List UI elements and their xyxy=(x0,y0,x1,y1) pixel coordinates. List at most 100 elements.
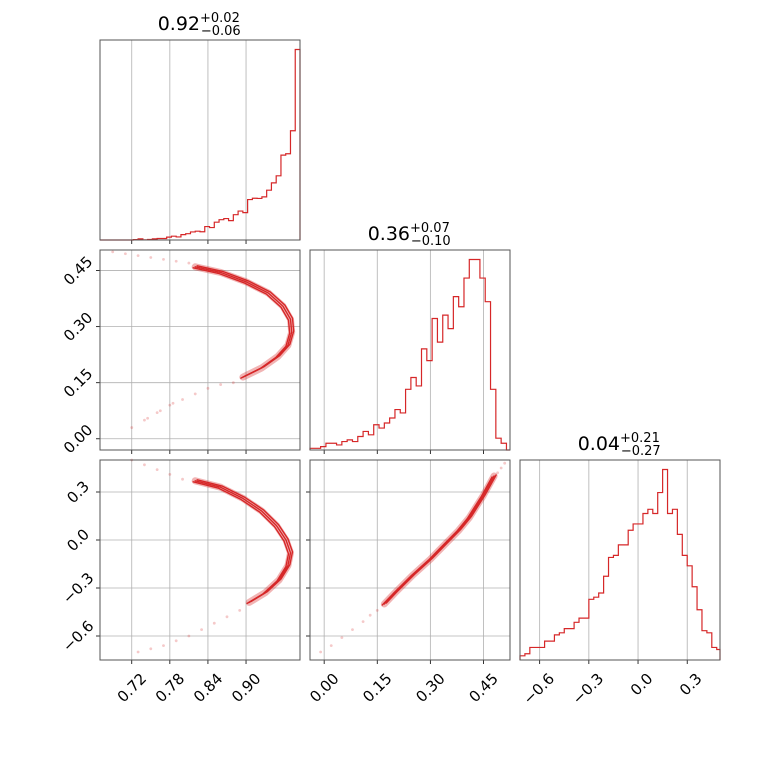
scatter-2-0-xtick-label-2: 0.84 xyxy=(190,670,226,706)
hist-1-bar-25 xyxy=(443,315,448,450)
scatter-1-0-point-11 xyxy=(181,398,184,401)
hist-0-bar-17 xyxy=(181,235,186,240)
hist-1-bar-26 xyxy=(448,329,453,450)
scatter-1-0-point-0 xyxy=(111,250,115,254)
hist-2-bar-24 xyxy=(638,524,643,660)
hist-2-bar-4 xyxy=(540,647,545,660)
hist-1-bar-3 xyxy=(326,443,331,450)
scatter-2-0-ytick-label-2: 0.0 xyxy=(63,525,93,555)
hist-2-bar-1 xyxy=(525,654,530,660)
hist-0-bar-26 xyxy=(224,219,229,240)
hist-2-bar-7 xyxy=(554,635,559,660)
hist-2-bar-18 xyxy=(609,557,614,660)
hist-2-frame xyxy=(519,459,721,661)
hist-2-title-plus: +0.21 xyxy=(620,431,660,446)
hist-1-bar-5 xyxy=(337,445,342,450)
scatter-2-1-point-4 xyxy=(361,620,365,623)
scatter-1-0-frame xyxy=(99,249,301,451)
scatter-1-0-point-9 xyxy=(155,411,159,415)
hist-1-bar-16 xyxy=(395,410,400,450)
scatter-2-1-point-0 xyxy=(319,650,323,654)
hist-2-bar-16 xyxy=(599,593,604,660)
hist-2-bar-8 xyxy=(559,633,564,660)
hist-2-bar-23 xyxy=(633,524,638,660)
hist-1-bar-17 xyxy=(400,413,405,450)
hist-1-bar-8 xyxy=(352,442,357,450)
hist-1-bar-12 xyxy=(374,425,379,450)
hist-2-xtick-label-0: −0.6 xyxy=(520,670,558,708)
hist-0-title-plus: +0.02 xyxy=(200,11,240,26)
scatter-2-1-point-8 xyxy=(499,466,503,470)
hist-0-bar-36 xyxy=(271,183,276,240)
hist-2-bar-12 xyxy=(579,618,584,660)
scatter-2-0-ytick-label-0: −0.6 xyxy=(59,617,97,655)
hist-2-bar-2 xyxy=(530,647,535,660)
scatter-1-0-ytick-label-1: 0.15 xyxy=(60,365,96,401)
scatter-1-0-point-16 xyxy=(146,416,150,420)
hist-2-bar-14 xyxy=(589,599,594,660)
hist-2-bar-37 xyxy=(702,631,707,660)
hist-1-bar-23 xyxy=(432,319,437,450)
scatter-2-1-point-2 xyxy=(340,636,344,639)
scatter-2-1-xtick-label-0: 0.00 xyxy=(306,670,342,706)
scatter-1-0-contour-2 xyxy=(196,265,295,377)
hist-1-bar-4 xyxy=(331,443,336,450)
scatter-2-0-point-12 xyxy=(225,615,229,619)
scatter-1-0-point-18 xyxy=(171,401,175,405)
hist-2-bar-15 xyxy=(594,597,599,660)
hist-2-bar-25 xyxy=(643,513,648,660)
scatter-2-0-point-2 xyxy=(155,468,159,471)
scatter-1-0-ytick-label-2: 0.30 xyxy=(60,309,96,345)
hist-2-bar-28 xyxy=(658,493,663,660)
scatter-2-1-contour-0 xyxy=(381,476,493,606)
scatter-2-1-point-3 xyxy=(351,628,354,631)
scatter-2-0-point-4 xyxy=(181,477,184,481)
hist-1-bar-32 xyxy=(480,278,485,450)
hist-1-bar-24 xyxy=(437,342,442,450)
hist-2-bar-22 xyxy=(628,530,633,660)
scatter-2-0-xtick-label-3: 0.90 xyxy=(228,670,264,706)
hist-1-step-line xyxy=(309,258,510,451)
scatter-2-0-ytick-label-1: −0.3 xyxy=(59,569,97,607)
scatter-2-1-point-7 xyxy=(496,471,500,475)
scatter-2-1-xtick-label-1: 0.15 xyxy=(359,670,395,706)
scatter-2-1-point-5 xyxy=(368,613,372,617)
hist-2-bar-30 xyxy=(668,513,673,660)
hist-2-bar-21 xyxy=(623,545,628,660)
scatter-2-0-contour-2 xyxy=(196,479,294,603)
hist-1-bar-35 xyxy=(496,438,501,450)
scatter-2-1-point-6 xyxy=(375,609,379,612)
hist-0-title-median: 0.92 xyxy=(158,13,200,35)
scatter-2-1-frame xyxy=(309,459,511,661)
hist-2-bar-0 xyxy=(520,656,525,660)
hist-1-bar-34 xyxy=(491,389,496,450)
hist-0-bar-25 xyxy=(219,220,224,240)
hist-1-bar-33 xyxy=(485,302,490,450)
hist-0-bar-28 xyxy=(233,215,238,240)
hist-1-bar-11 xyxy=(368,435,373,450)
hist-0-bar-34 xyxy=(262,197,267,240)
hist-1-bar-6 xyxy=(342,442,347,450)
hist-0-bar-20 xyxy=(195,231,200,240)
hist-1-bar-18 xyxy=(406,389,411,450)
hist-1-bar-19 xyxy=(411,378,416,450)
scatter-2-0-point-8 xyxy=(174,639,178,643)
hist-0-bar-19 xyxy=(190,232,195,240)
hist-2-bar-11 xyxy=(574,622,579,660)
scatter-2-0-point-7 xyxy=(162,644,165,647)
hist-0-bar-22 xyxy=(205,227,210,240)
scatter-2-1-point-1 xyxy=(329,644,333,647)
hist-1-bar-9 xyxy=(358,437,363,450)
hist-2-bar-34 xyxy=(687,566,692,660)
scatter-2-0-frame xyxy=(99,459,301,661)
hist-2-bar-33 xyxy=(682,555,687,660)
hist-0-bar-23 xyxy=(210,228,215,240)
scatter-2-1-xtick-label-3: 0.45 xyxy=(465,670,501,706)
scatter-2-0-point-11 xyxy=(212,621,216,625)
scatter-2-0-point-5 xyxy=(136,650,140,654)
hist-0-bar-33 xyxy=(257,198,262,240)
hist-2-bar-29 xyxy=(663,470,668,660)
scatter-1-0-point-1 xyxy=(123,252,127,256)
scatter-1-0-point-6 xyxy=(187,261,191,265)
hist-1-bar-30 xyxy=(469,260,474,450)
